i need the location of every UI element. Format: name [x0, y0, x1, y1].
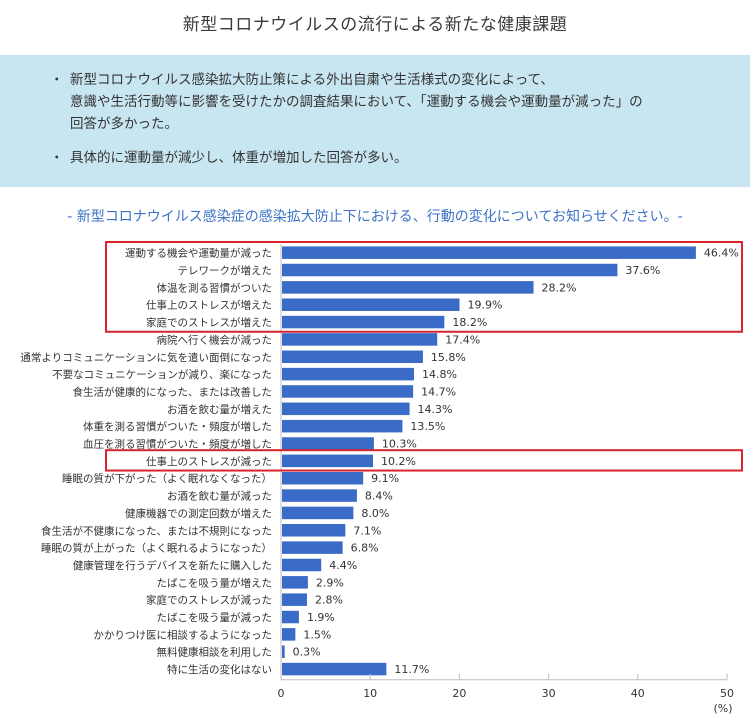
- bar: [282, 506, 354, 520]
- value-label: 15.8%: [431, 351, 466, 364]
- value-label: 18.2%: [452, 316, 487, 329]
- value-label: 4.4%: [329, 559, 357, 572]
- bar: [282, 298, 460, 311]
- bar: [282, 628, 296, 641]
- value-label: 2.9%: [316, 576, 344, 589]
- value-label: 0.3%: [293, 646, 321, 659]
- category-label: お酒を飲む量が増えた: [167, 403, 272, 416]
- bar: [282, 558, 322, 572]
- bar: [282, 367, 415, 381]
- category-label: 病院へ行く機会が減った: [157, 333, 273, 346]
- category-label: 不要なコミュニケーションが減り、楽になった: [52, 368, 272, 381]
- value-label: 8.0%: [361, 507, 389, 520]
- highlight-box: [105, 449, 743, 472]
- value-label: 11.7%: [394, 663, 429, 676]
- bar: [282, 454, 373, 468]
- bar: [282, 333, 438, 346]
- bar: [282, 263, 618, 277]
- bar: [282, 471, 364, 485]
- bar: [282, 489, 357, 502]
- category-label: 通常よりコミュニケーションに気を遣い面倒になった: [20, 351, 272, 364]
- value-label: 37.6%: [625, 264, 660, 277]
- category-label: 血圧を測る習慣がついた・頻度が増した: [83, 438, 272, 451]
- category-label: 健康管理を行うデバイスを新たに購入した: [73, 559, 272, 572]
- x-tick-label: 0: [278, 687, 285, 700]
- value-label: 19.9%: [468, 299, 503, 312]
- category-label: たばこを吸う量が増えた: [157, 576, 273, 589]
- bar: [282, 524, 346, 537]
- value-label: 8.4%: [365, 490, 393, 503]
- bar: [282, 281, 534, 294]
- bullet-text: 具体的に運動量が減少し、体重が増加した回答が多い。: [70, 150, 408, 166]
- page-title: 新型コロナウイルスの流行による新たな健康課題: [182, 15, 568, 35]
- value-label: 2.8%: [315, 594, 343, 607]
- value-label: 14.7%: [421, 385, 456, 398]
- x-axis-unit-label: (%): [713, 702, 732, 715]
- value-label: 10.2%: [381, 455, 416, 468]
- value-label: 9.1%: [371, 472, 399, 485]
- highlight-box: [105, 241, 743, 333]
- value-label: 28.2%: [542, 281, 577, 294]
- category-label: 仕事上のストレスが増えた: [146, 299, 272, 312]
- category-label: 運動する機会や運動量が減った: [125, 247, 272, 260]
- category-label: テレワークが増えた: [178, 264, 273, 277]
- summary-bullet: ・ 具体的に運動量が減少し、体重が増加した回答が多い。: [50, 147, 408, 169]
- bar: [282, 385, 414, 398]
- value-label: 14.3%: [418, 403, 453, 416]
- bar: [282, 593, 307, 606]
- bullet-marker: ・: [50, 150, 64, 166]
- category-label: 食生活が健康的になった、または改善した: [73, 385, 273, 398]
- bar: [282, 315, 445, 329]
- bullet-text: 新型コロナウイルス感染拡大防止策による外出自粛や生活様式の変化によって、 意識や…: [70, 72, 643, 132]
- value-label: 10.3%: [382, 438, 417, 451]
- category-label: お酒を飲む量が減った: [167, 490, 272, 503]
- value-label: 46.4%: [704, 247, 739, 260]
- category-label: 家庭でのストレスが減った: [146, 594, 272, 607]
- bar: [282, 402, 410, 416]
- value-label: 6.8%: [351, 542, 379, 555]
- category-label: 家庭でのストレスが増えた: [146, 316, 272, 329]
- x-tick-label: 30: [542, 687, 556, 700]
- category-label: 睡眠の質が下がった（よく眠れなくなった）: [62, 472, 272, 485]
- bar: [282, 662, 387, 676]
- category-label: 健康機器での測定回数が増えた: [125, 507, 272, 520]
- category-label: 睡眠の質が上がった（よく眠れるようになった）: [41, 542, 272, 555]
- x-tick-label: 40: [631, 687, 645, 700]
- x-tick-label: 50: [720, 687, 734, 700]
- bar: [282, 246, 696, 259]
- category-label: 体温を測る習慣がついた: [157, 281, 273, 294]
- summary-bullet: ・ 新型コロナウイルス感染拡大防止策による外出自粛や生活様式の変化によって、 意…: [50, 69, 643, 135]
- bar: [282, 437, 374, 450]
- summary-box: ・ 新型コロナウイルス感染拡大防止策による外出自粛や生活様式の変化によって、 意…: [0, 55, 750, 187]
- category-label: 食生活が不健康になった、または不規則になった: [41, 524, 272, 537]
- bar: [282, 576, 308, 589]
- value-label: 7.1%: [353, 524, 381, 537]
- value-label: 14.8%: [422, 368, 457, 381]
- value-label: 1.9%: [307, 611, 335, 624]
- bar: [282, 645, 285, 658]
- value-label: 13.5%: [410, 420, 445, 433]
- bar: [282, 610, 299, 624]
- bar: [282, 541, 343, 554]
- value-label: 1.5%: [303, 628, 331, 641]
- category-label: 体重を測る習慣がついた・頻度が増した: [83, 420, 272, 433]
- bar: [282, 350, 423, 364]
- bullet-marker: ・: [50, 72, 64, 88]
- category-label: 特に生活の変化はない: [167, 663, 272, 676]
- category-label: かかりつけ医に相談するようになった: [93, 628, 272, 641]
- category-label: 無料健康相談を利用した: [157, 646, 273, 659]
- x-tick-label: 20: [452, 687, 466, 700]
- x-tick-label: 10: [363, 687, 377, 700]
- chart-title: - 新型コロナウイルス感染症の感染拡大防止下における、行動の変化についてお知らせ…: [67, 209, 683, 225]
- value-label: 17.4%: [445, 333, 480, 346]
- category-label: 仕事上のストレスが減った: [146, 455, 272, 468]
- bar: [282, 419, 403, 433]
- category-label: たばこを吸う量が減った: [157, 611, 273, 624]
